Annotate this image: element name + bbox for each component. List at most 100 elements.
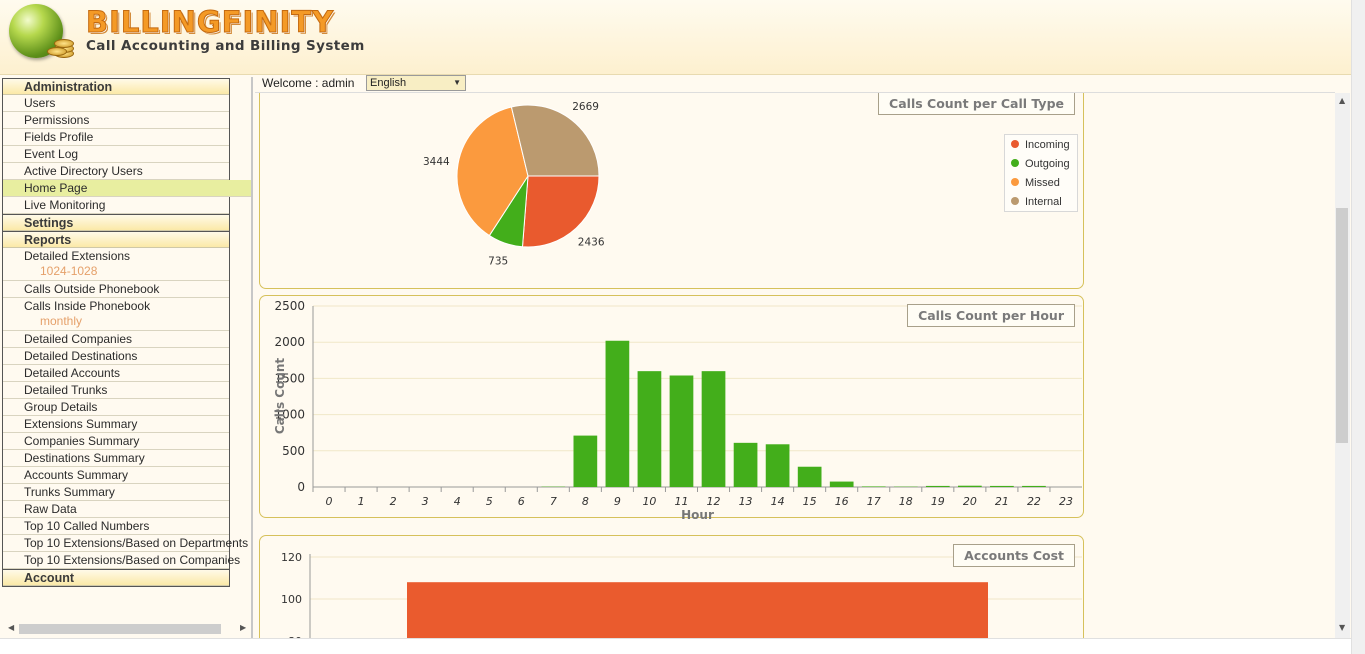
bar [990, 485, 1014, 487]
legend-item-outgoing[interactable]: Outgoing [1011, 156, 1070, 172]
sidebar-item-live-monitoring[interactable]: Live Monitoring [3, 197, 229, 214]
sidebar-item-label: Trunks Summary [24, 485, 115, 499]
language-value: English [370, 77, 407, 89]
x-tick-label: 10 [642, 495, 656, 508]
sidebar-group-account[interactable]: Account [3, 569, 229, 586]
cost-chart-title: Accounts Cost [953, 544, 1075, 567]
bar [605, 340, 630, 487]
sidebar-item-calls-inside-phonebook[interactable]: Calls Inside Phonebook monthly [3, 298, 229, 331]
x-tick-label: 0 [326, 495, 333, 508]
x-tick-label: 18 [899, 495, 913, 508]
window-vertical-scrollbar[interactable] [1351, 0, 1365, 654]
x-tick-label: 6 [518, 495, 525, 508]
sidebar-item-accounts-summary[interactable]: Accounts Summary [3, 467, 229, 484]
coins-icon [46, 33, 80, 59]
pie-legend: Incoming Outgoing Missed Internal [1004, 134, 1078, 212]
bar [797, 466, 822, 487]
legend-label: Outgoing [1025, 158, 1070, 170]
bar [637, 371, 662, 487]
bar [1022, 485, 1046, 487]
header: BILLINGFINITY Call Accounting and Billin… [0, 0, 1351, 75]
sidebar-group-administration[interactable]: Administration [3, 78, 229, 95]
x-tick-label: 21 [995, 495, 1009, 508]
sidebar-item-label: Account [24, 571, 74, 585]
sidebar-item-detailed-trunks[interactable]: Detailed Trunks [3, 382, 229, 399]
x-tick-label: 15 [803, 495, 817, 508]
sidebar-item-detailed-companies[interactable]: Detailed Companies [3, 331, 229, 348]
y-tick-label: 100 [281, 593, 302, 606]
sidebar-item-home-page[interactable]: Home Page [3, 180, 251, 197]
y-tick-label: 2500 [274, 299, 305, 313]
bar-chart-title: Calls Count per Hour [907, 304, 1075, 327]
scroll-left-icon[interactable]: ◀ [8, 623, 15, 632]
sidebar-item-detailed-accounts[interactable]: Detailed Accounts [3, 365, 229, 382]
sidebar-item-label: Settings [24, 216, 74, 230]
sidebar-item-filter[interactable]: 1024-1028 [40, 264, 98, 278]
sidebar-item-users[interactable]: Users [3, 95, 229, 112]
sidebar-item-group-details[interactable]: Group Details [3, 399, 229, 416]
bar [701, 371, 726, 487]
sidebar-item-label: Active Directory Users [24, 164, 143, 178]
sidebar-item-top-10-extensions-based-on-departments[interactable]: Top 10 Extensions/Based on Departments [3, 535, 248, 552]
sidebar-item-detailed-extensions[interactable]: Detailed Extensions 1024-1028 [3, 248, 229, 281]
legend-item-missed[interactable]: Missed [1011, 175, 1060, 191]
scroll-up-icon[interactable]: ▲ [1339, 96, 1346, 105]
bar [861, 486, 886, 487]
sidebar-item-filter[interactable]: monthly [40, 314, 83, 328]
sidebar-item-destinations-summary[interactable]: Destinations Summary [3, 450, 229, 467]
sidebar-group-settings[interactable]: Settings [3, 214, 229, 231]
dropdown-arrow-icon[interactable]: ▼ [453, 78, 461, 87]
sidebar-item-active-directory-users[interactable]: Active Directory Users [3, 163, 229, 180]
sidebar-item-trunks-summary[interactable]: Trunks Summary [3, 484, 229, 501]
status-strip [0, 638, 1351, 654]
sidebar-item-companies-summary[interactable]: Companies Summary [3, 433, 229, 450]
sidebar-item-label: Raw Data [24, 502, 77, 516]
scroll-down-icon[interactable]: ▼ [1339, 623, 1346, 632]
bar [573, 435, 598, 487]
sidebar-item-detailed-destinations[interactable]: Detailed Destinations [3, 348, 229, 365]
x-tick-label: 16 [835, 495, 849, 508]
pie-slice [521, 175, 600, 248]
sidebar-group-reports[interactable]: Reports [3, 231, 229, 248]
sidebar-item-fields-profile[interactable]: Fields Profile [3, 129, 229, 146]
scrollbar-thumb[interactable] [19, 624, 221, 634]
x-tick-label: 19 [931, 495, 945, 508]
sidebar-item-label: Detailed Destinations [24, 349, 138, 363]
scrollbar-thumb[interactable] [1336, 208, 1348, 443]
bar [925, 485, 950, 487]
x-tick-label: 12 [707, 495, 721, 508]
x-tick-label: 22 [1027, 495, 1041, 508]
sidebar-item-raw-data[interactable]: Raw Data [3, 501, 229, 518]
sidebar-item-label: Live Monitoring [24, 198, 106, 212]
x-tick-label: 13 [739, 495, 753, 508]
legend-item-incoming[interactable]: Incoming [1011, 137, 1070, 153]
y-tick-label: 1000 [274, 408, 305, 422]
x-tick-label: 20 [963, 495, 977, 508]
x-tick-label: 4 [454, 495, 461, 508]
sidebar-item-permissions[interactable]: Permissions [3, 112, 229, 129]
sidebar-item-label: Top 10 Extensions/Based on Companies [24, 553, 241, 567]
bar [829, 481, 854, 487]
scroll-right-icon[interactable]: ▶ [240, 623, 247, 632]
sidebar-item-label: Extensions Summary [24, 417, 138, 431]
legend-item-internal[interactable]: Internal [1011, 194, 1062, 210]
sidebar-item-label: Top 10 Called Numbers [24, 519, 150, 533]
sidebar-item-label: Detailed Extensions [24, 249, 131, 263]
sidebar-item-top-10-extensions-based-on-companies[interactable]: Top 10 Extensions/Based on Companies [3, 552, 240, 569]
sidebar-item-event-log[interactable]: Event Log [3, 146, 229, 163]
sidebar-item-extensions-summary[interactable]: Extensions Summary [3, 416, 229, 433]
legend-label: Incoming [1025, 139, 1070, 151]
bar [765, 444, 790, 487]
sidebar-item-label: Calls Outside Phonebook [24, 282, 160, 296]
sidebar-item-calls-outside-phonebook[interactable]: Calls Outside Phonebook [3, 281, 229, 298]
cost-chart-panel: 80 100 120 Accounts Cost [259, 535, 1084, 638]
sidebar-horizontal-scrollbar[interactable]: ◀ ▶ [6, 621, 250, 635]
sidebar-item-top-10-called-numbers[interactable]: Top 10 Called Numbers [3, 518, 229, 535]
bar [407, 582, 988, 638]
sidebar-item-label: Destinations Summary [24, 451, 145, 465]
x-axis-label: Hour [681, 508, 714, 519]
pie-chart: 2436 735 3444 2669 [423, 101, 605, 267]
language-select[interactable]: English ▼ [366, 75, 466, 91]
y-tick-label: 1500 [274, 371, 305, 385]
x-tick-label: 3 [422, 495, 429, 508]
